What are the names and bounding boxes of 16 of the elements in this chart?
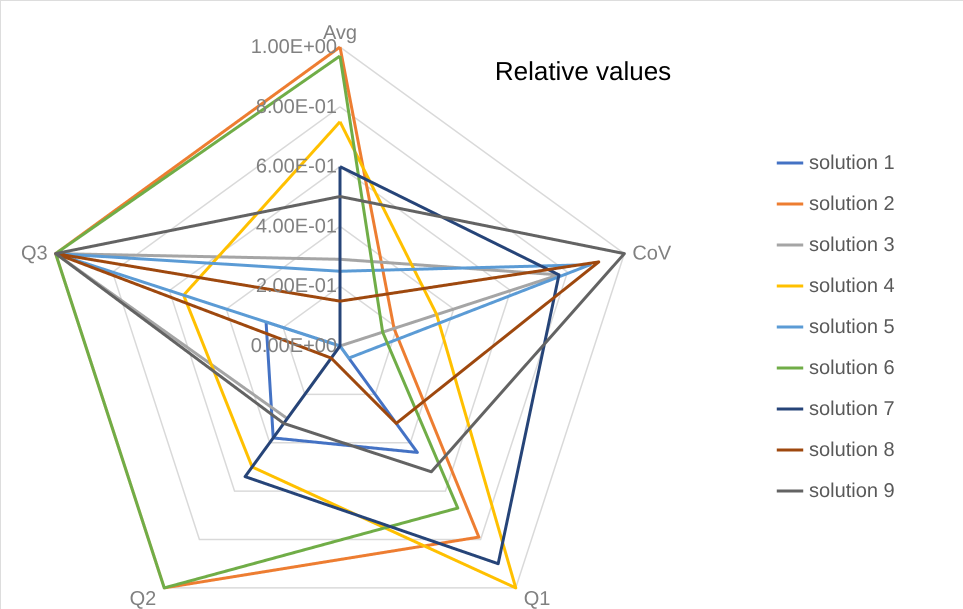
spoke-label: Q2 bbox=[130, 588, 156, 609]
legend-label: solution 4 bbox=[809, 275, 895, 297]
spoke-label: CoV bbox=[632, 242, 672, 265]
spoke-label: Q1 bbox=[524, 588, 550, 609]
legend-label: solution 9 bbox=[809, 480, 895, 502]
spoke-label: Q3 bbox=[20, 242, 48, 265]
legend-label: solution 2 bbox=[809, 193, 895, 215]
legend-label: solution 8 bbox=[809, 439, 895, 461]
text: Relative values bbox=[494, 56, 672, 86]
legend-label: solution 6 bbox=[809, 357, 895, 379]
legend-label: solution 1 bbox=[809, 152, 895, 174]
legend-label: solution 7 bbox=[809, 398, 895, 420]
legend-label: solution 5 bbox=[809, 316, 895, 338]
legend-label: solution 3 bbox=[809, 234, 895, 256]
y-tick-label: 4.00E-01 bbox=[256, 215, 337, 238]
y-tick-label: 2.00E-01 bbox=[256, 275, 337, 298]
